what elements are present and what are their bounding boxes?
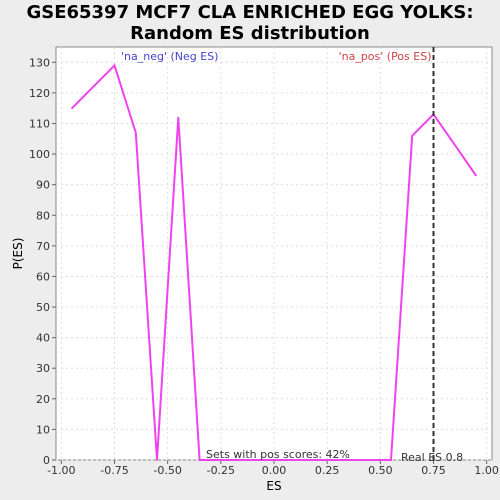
chart-title: GSE65397 MCF7 CLA ENRICHED EGG YOLKS: Ra… [0, 2, 500, 44]
es-data-point [475, 174, 477, 177]
neg-es-label: 'na_neg' (Neg ES) [121, 50, 218, 63]
x-tick-label: 0.50 [368, 464, 393, 477]
pos-scores-annotation: Sets with pos scores: 42% [206, 448, 350, 461]
grid-lines [56, 47, 492, 461]
y-axis: 0 10 20 30 40 50 60 70 80 90 100 110 120 130 [29, 56, 56, 467]
es-data-point [283, 459, 286, 461]
y-tick-label: 130 [29, 56, 50, 69]
es-data-point [326, 459, 328, 461]
y-tick-label: 10 [36, 423, 50, 436]
y-tick-label: 90 [36, 179, 50, 192]
es-data-point [305, 459, 307, 461]
x-tick-label: -0.25 [207, 464, 235, 477]
y-tick-label: 50 [36, 301, 50, 314]
es-data-point [71, 107, 73, 109]
pos-es-label: 'na_pos' (Pos ES) [339, 50, 432, 63]
es-data-point [411, 134, 414, 137]
x-tick-label: -0.50 [153, 464, 181, 477]
x-tick-label: 0.75 [421, 464, 446, 477]
es-data-point [347, 459, 350, 461]
es-data-point [156, 459, 158, 461]
es-data-point [198, 459, 201, 461]
x-tick-label: -1.00 [47, 464, 75, 477]
y-tick-label: 40 [36, 332, 50, 345]
x-tick-label: 0.25 [315, 464, 340, 477]
y-tick-label: 110 [29, 117, 50, 130]
y-tick-label: 20 [36, 393, 50, 406]
y-tick-label: 70 [36, 240, 50, 253]
x-tick-label: -0.75 [100, 464, 128, 477]
x-tick-label: 0.00 [262, 464, 287, 477]
x-axis: -1.00 -0.75 -0.50 -0.25 0.00 0.25 0.50 0.75 1.00 [47, 460, 499, 477]
es-data-point [453, 144, 456, 146]
es-data-point [220, 459, 222, 461]
y-axis-title: P(ES) [11, 238, 25, 270]
chart-title-line2: Random ES distribution [130, 23, 370, 44]
real-es-label: Real ES 0.8 [401, 451, 463, 464]
x-axis-title: ES [266, 479, 281, 493]
y-tick-label: 0 [43, 454, 50, 467]
es-data-point [134, 131, 137, 134]
y-tick-label: 100 [29, 148, 50, 161]
es-data-point [177, 116, 180, 119]
y-tick-label: 30 [36, 362, 50, 375]
x-tick-label: 1.00 [474, 464, 499, 477]
es-data-point [368, 459, 371, 461]
y-tick-label: 80 [36, 209, 50, 222]
chart-title-line1: GSE65397 MCF7 CLA ENRICHED EGG YOLKS: [26, 2, 474, 23]
es-data-point [241, 459, 243, 461]
es-data-point [390, 459, 392, 461]
y-tick-label: 120 [29, 87, 50, 100]
y-tick-label: 60 [36, 270, 50, 283]
es-data-point [262, 459, 265, 461]
es-data-point [113, 64, 116, 67]
